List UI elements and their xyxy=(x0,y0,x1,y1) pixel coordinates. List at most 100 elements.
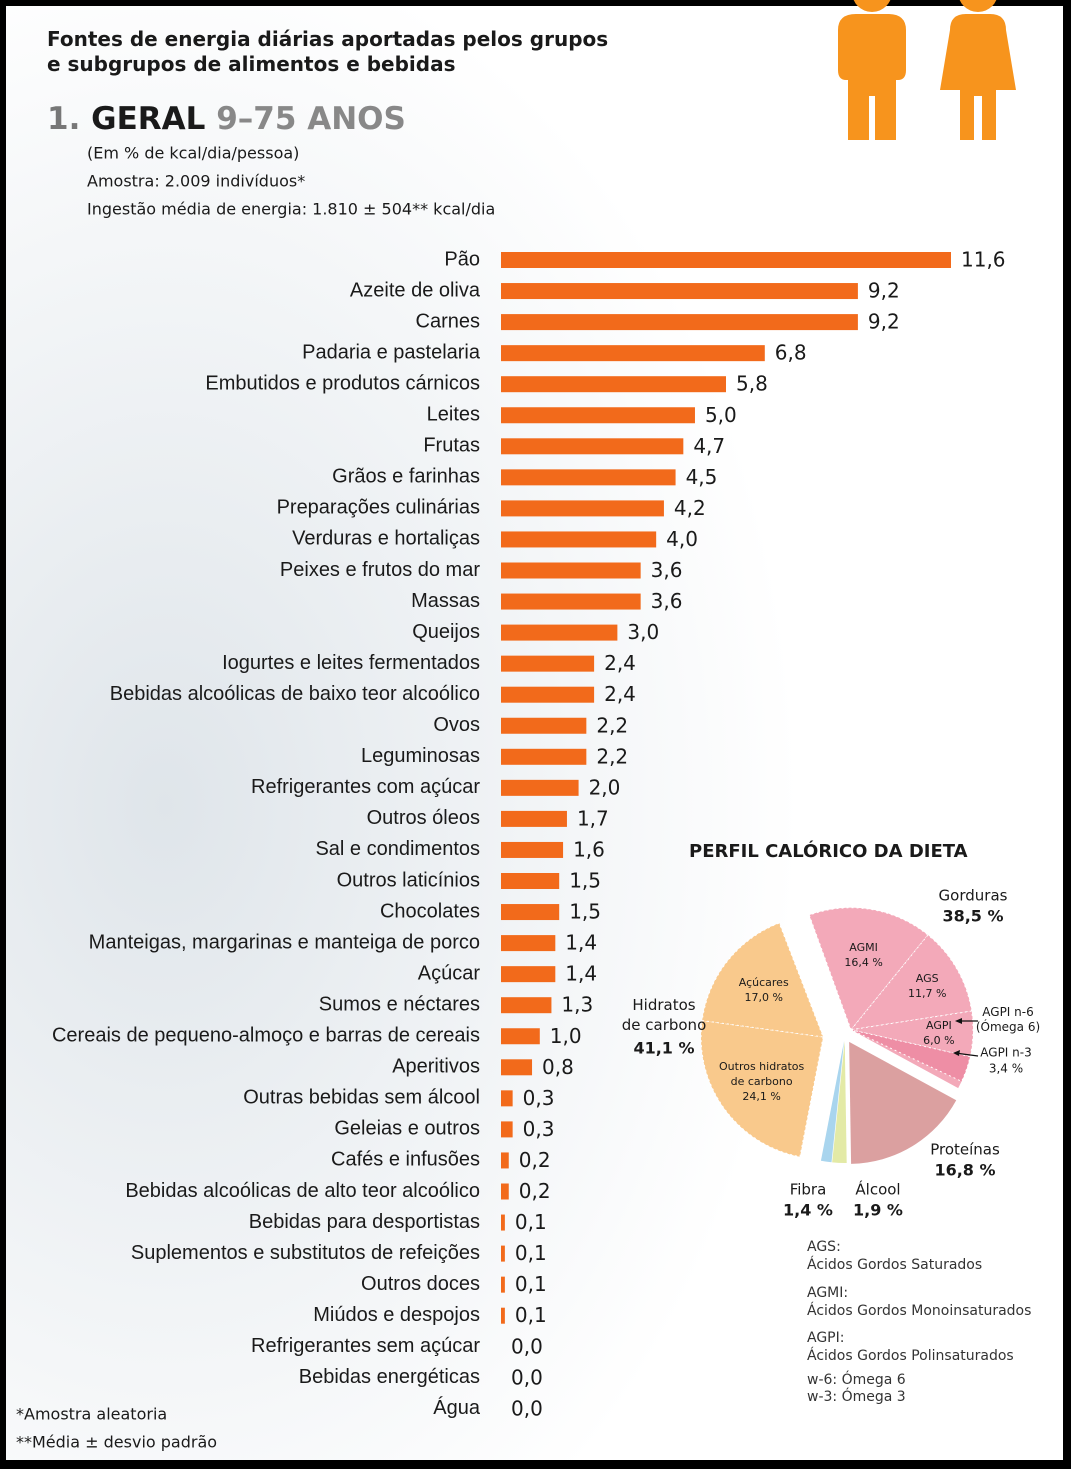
bar xyxy=(501,1152,509,1169)
pie-title: PERFIL CALÓRICO DA DIETA xyxy=(689,840,968,862)
bar xyxy=(501,469,676,486)
value-label: 1,5 xyxy=(569,900,601,924)
category-label: Preparações culinárias xyxy=(277,497,480,519)
subslice-value: 17,0 % xyxy=(745,991,783,1004)
category-label: Açúcar xyxy=(418,962,481,984)
value-label: 0,0 xyxy=(511,1396,543,1420)
bar xyxy=(501,655,595,672)
slice-value: 16,8 % xyxy=(934,1161,995,1180)
pie-subslice xyxy=(850,1029,971,1083)
category-label: Chocolates xyxy=(380,900,480,922)
value-label: 0,1 xyxy=(515,1272,547,1296)
text-line: (Ómega 6) xyxy=(976,1019,1040,1034)
pie xyxy=(700,907,974,1164)
value-label: 0,3 xyxy=(523,1086,555,1110)
bar xyxy=(501,407,695,424)
category-label: Outros laticínios xyxy=(337,869,480,891)
value-label: 4,7 xyxy=(693,434,725,458)
category-label: Azeite de oliva xyxy=(350,279,481,301)
bar xyxy=(501,686,595,703)
category-label: Leites xyxy=(427,404,480,426)
slice-label: Proteínas xyxy=(930,1141,1000,1159)
category-label: Sal e condimentos xyxy=(315,838,480,860)
category-label: Verduras e hortaliças xyxy=(292,528,480,550)
bar xyxy=(501,1121,513,1138)
category-label: Cereais de pequeno-almoço e barras de ce… xyxy=(52,1025,480,1047)
text-line: Ácidos Gordos Saturados xyxy=(807,1256,982,1273)
bar xyxy=(501,1245,505,1262)
bar xyxy=(501,438,684,455)
subslice-value: 6,0 % xyxy=(923,1034,954,1047)
subslice-label: AGS xyxy=(916,972,939,985)
text-line: AGMI: xyxy=(807,1285,848,1301)
bar xyxy=(501,1214,505,1231)
glossary-entry: AGS: Ácidos Gordos Saturados xyxy=(807,1239,982,1273)
value-label: 4,2 xyxy=(674,496,706,520)
category-label: Miúdos e despojos xyxy=(313,1304,480,1326)
value-label: 4,5 xyxy=(686,465,718,489)
text-line: Ácidos Gordos Monoinsaturados xyxy=(807,1302,1031,1319)
bar xyxy=(501,997,552,1014)
section: GERAL xyxy=(91,101,205,137)
category-label: Aperitivos xyxy=(392,1056,480,1078)
value-label: 1,5 xyxy=(569,869,601,893)
bar xyxy=(501,1276,505,1293)
category-label: Pão xyxy=(444,248,480,270)
bar xyxy=(501,500,664,517)
slice-value: 41,1 % xyxy=(633,1039,694,1058)
bar xyxy=(501,748,587,765)
category-label: Suplementos e substitutos de refeições xyxy=(131,1242,480,1264)
category-label: Massas xyxy=(411,590,480,612)
category-label: Geleias e outros xyxy=(334,1118,480,1140)
subslice-label: AGPI n-3 xyxy=(980,1046,1031,1060)
bar xyxy=(501,531,657,548)
bar xyxy=(501,966,556,983)
bar xyxy=(501,252,951,268)
footnote: *Amostra aleatoria xyxy=(16,1405,167,1424)
pie-subslice xyxy=(808,907,929,1031)
bar xyxy=(501,624,618,641)
category-label: Outros doces xyxy=(361,1273,480,1295)
subslice-value: 16,4 % xyxy=(844,956,882,969)
bar xyxy=(501,314,858,331)
category-label: Carnes xyxy=(416,310,480,332)
subslice-value: 11,7 % xyxy=(908,987,946,1000)
value-label: 5,8 xyxy=(736,372,768,396)
text-line: Hidratos xyxy=(632,996,695,1014)
text-line: Fontes de energia diárias aportadas pelo… xyxy=(47,27,608,51)
category-label: Sumos e néctares xyxy=(319,993,480,1015)
category-label: Outros óleos xyxy=(367,807,480,829)
category-label: Iogurtes e leites fermentados xyxy=(222,652,480,674)
value-label: 3,0 xyxy=(627,620,659,644)
slice-value: 1,4 % xyxy=(783,1201,833,1220)
value-label: 9,2 xyxy=(868,279,900,303)
bar xyxy=(501,935,556,952)
category-label: Bebidas alcoólicas de baixo teor alcoóli… xyxy=(110,683,480,705)
section-heading: 1. GERAL 9–75 ANOS xyxy=(47,101,406,137)
bar xyxy=(501,873,560,889)
subslice-label: AGMI xyxy=(849,941,878,954)
bar xyxy=(501,810,567,827)
category-label: Cafés e infusões xyxy=(331,1149,480,1171)
text-line: de carbono xyxy=(731,1075,793,1088)
pie-subslice xyxy=(850,1010,974,1058)
category-label: Água xyxy=(433,1396,481,1419)
subslice-value: 24,1 % xyxy=(742,1090,780,1103)
value-label: 3,6 xyxy=(651,558,683,582)
pie-subslice xyxy=(701,922,824,1038)
value-label: 1,7 xyxy=(577,806,609,830)
subtitle: (Em % de kcal/dia/pessoa) xyxy=(87,144,299,163)
glossary-entry: AGMI: Ácidos Gordos Monoinsaturados xyxy=(807,1285,1031,1319)
subtitle: Amostra: 2.009 indivíduos* xyxy=(87,172,305,191)
slice-label: Hidratos de carbono xyxy=(622,996,707,1034)
bar xyxy=(501,1307,505,1324)
slice-value: 38,5 % xyxy=(942,907,1003,926)
glossary-entry: w-3: Ómega 3 xyxy=(807,1387,906,1405)
subtitle: Ingestão média de energia: 1.810 ± 504**… xyxy=(87,200,495,219)
pie-slice xyxy=(820,1040,845,1163)
value-label: 1,3 xyxy=(561,993,593,1017)
subslice-label: Outros hidratos de carbono xyxy=(719,1060,804,1088)
value-label: 2,2 xyxy=(596,744,628,768)
value-label: 0,0 xyxy=(511,1334,543,1358)
